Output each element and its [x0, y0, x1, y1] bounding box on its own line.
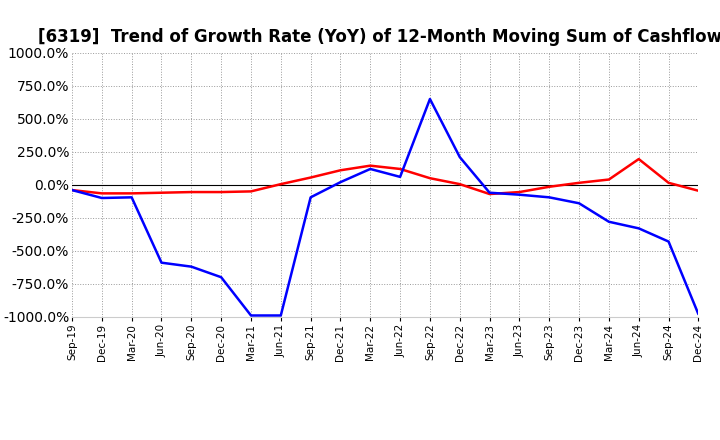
Free Cashflow	[276, 313, 285, 318]
Operating Cashflow	[634, 156, 643, 161]
Free Cashflow	[336, 180, 345, 185]
Operating Cashflow	[396, 166, 405, 172]
Free Cashflow	[247, 313, 256, 318]
Operating Cashflow	[97, 191, 106, 196]
Free Cashflow	[306, 194, 315, 200]
Line: Free Cashflow: Free Cashflow	[72, 99, 698, 315]
Free Cashflow	[396, 174, 405, 180]
Free Cashflow	[665, 239, 673, 244]
Free Cashflow	[366, 166, 374, 172]
Operating Cashflow	[545, 184, 554, 189]
Operating Cashflow	[187, 189, 196, 194]
Operating Cashflow	[217, 189, 225, 194]
Operating Cashflow	[336, 168, 345, 173]
Operating Cashflow	[665, 180, 673, 185]
Free Cashflow	[575, 201, 583, 206]
Title: [6319]  Trend of Growth Rate (YoY) of 12-Month Moving Sum of Cashflows: [6319] Trend of Growth Rate (YoY) of 12-…	[38, 28, 720, 46]
Operating Cashflow	[515, 189, 523, 194]
Free Cashflow	[634, 226, 643, 231]
Operating Cashflow	[485, 191, 494, 197]
Free Cashflow	[515, 192, 523, 197]
Operating Cashflow	[366, 163, 374, 168]
Free Cashflow	[694, 312, 703, 317]
Operating Cashflow	[426, 176, 434, 181]
Operating Cashflow	[575, 180, 583, 185]
Free Cashflow	[217, 275, 225, 280]
Operating Cashflow	[306, 175, 315, 180]
Line: Operating Cashflow: Operating Cashflow	[72, 159, 698, 194]
Free Cashflow	[485, 190, 494, 195]
Operating Cashflow	[247, 189, 256, 194]
Operating Cashflow	[605, 177, 613, 182]
Free Cashflow	[545, 194, 554, 200]
Free Cashflow	[127, 194, 136, 200]
Operating Cashflow	[68, 187, 76, 193]
Free Cashflow	[157, 260, 166, 265]
Free Cashflow	[456, 154, 464, 160]
Free Cashflow	[426, 96, 434, 102]
Operating Cashflow	[127, 191, 136, 196]
Operating Cashflow	[276, 181, 285, 187]
Free Cashflow	[68, 187, 76, 193]
Operating Cashflow	[157, 190, 166, 195]
Free Cashflow	[97, 195, 106, 201]
Free Cashflow	[187, 264, 196, 269]
Operating Cashflow	[456, 181, 464, 187]
Free Cashflow	[605, 219, 613, 224]
Operating Cashflow	[694, 188, 703, 193]
